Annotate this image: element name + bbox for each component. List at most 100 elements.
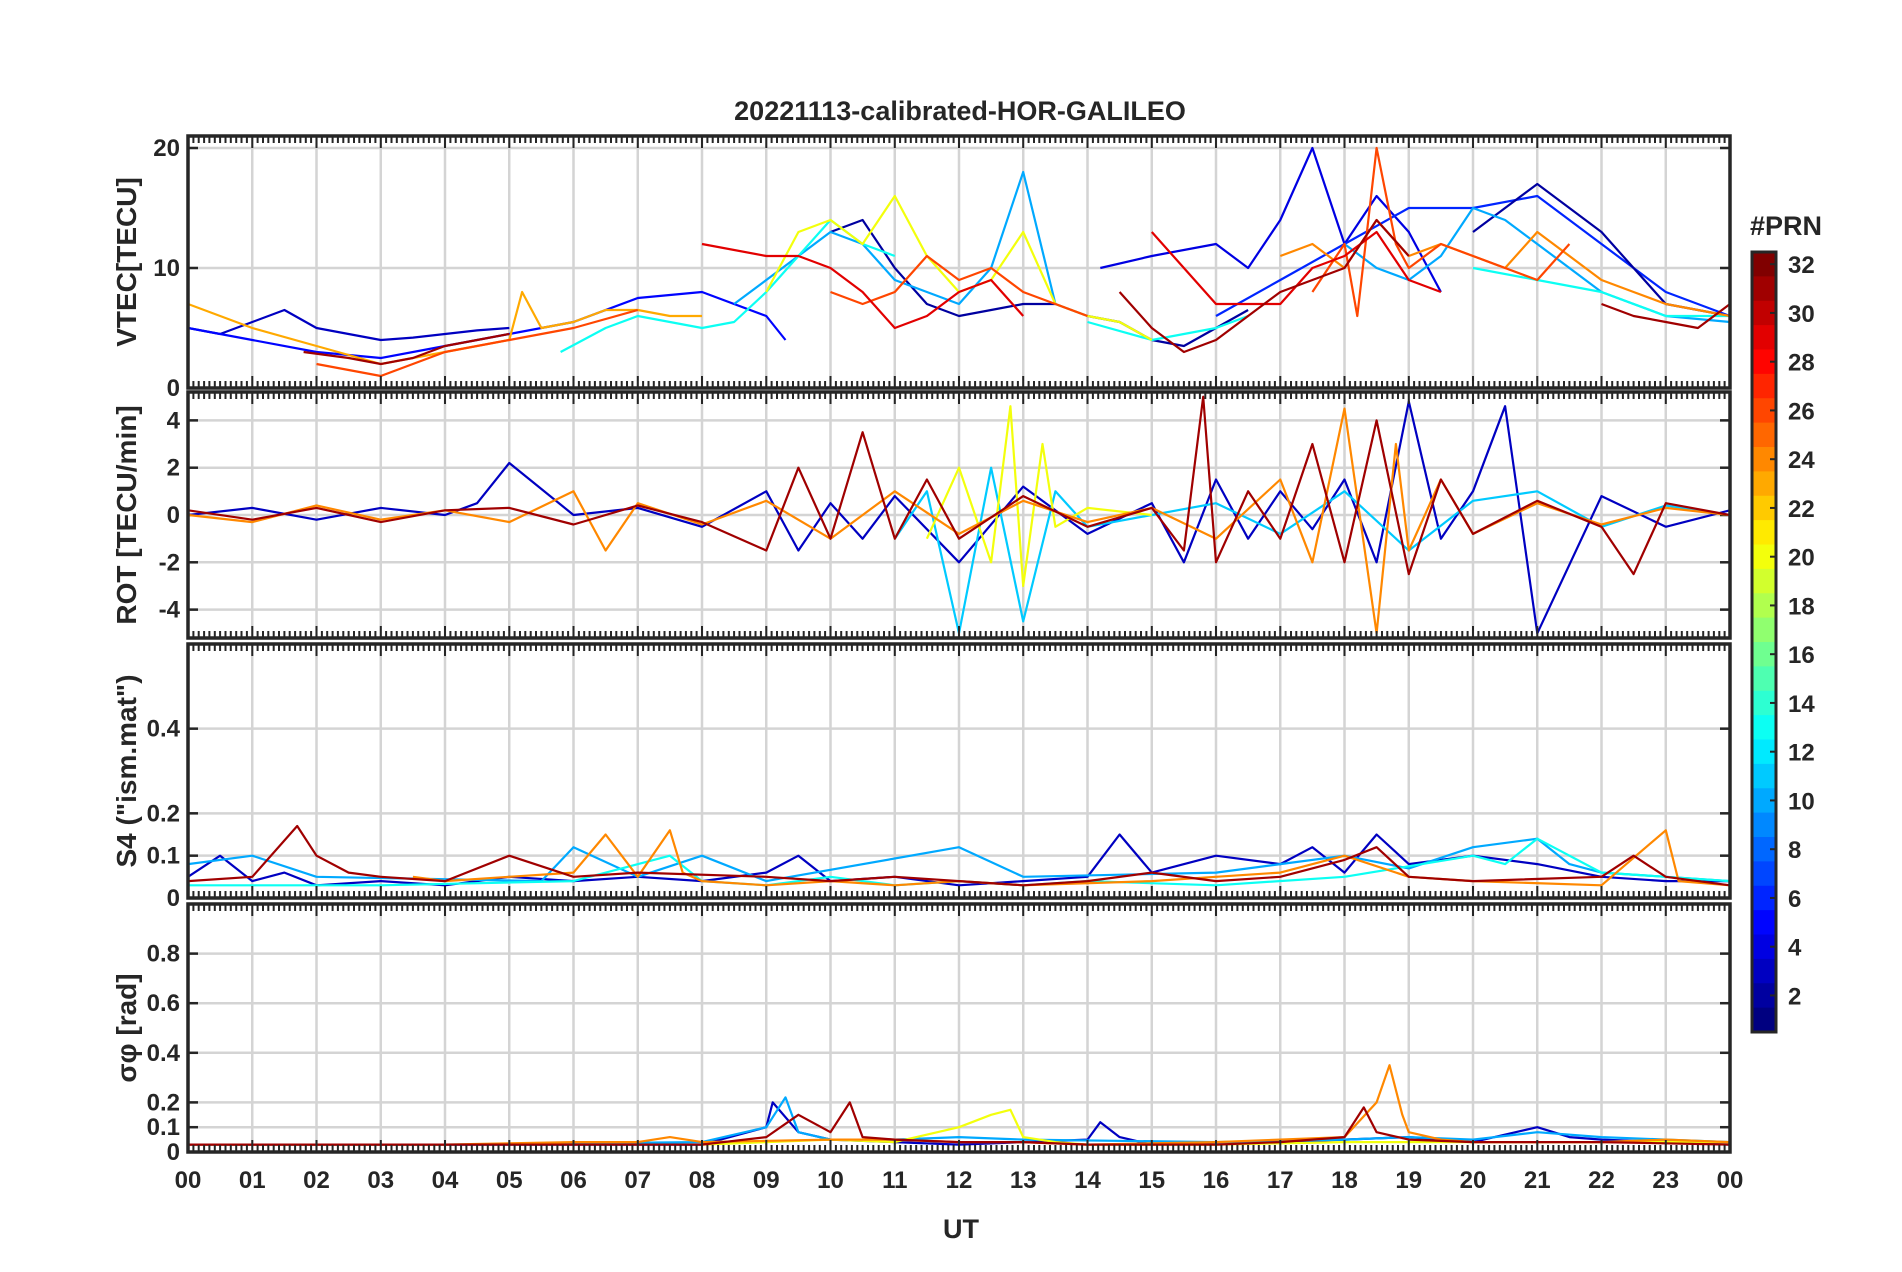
axes-frame-rot — [186, 390, 1732, 640]
colorbar-segment — [1752, 471, 1776, 497]
x-tick-label: 18 — [1331, 1167, 1358, 1194]
colorbar-tick-label: 22 — [1788, 496, 1815, 523]
series-line-prn-11 — [893, 466, 1730, 635]
colorbar-tick-label: 2 — [1788, 983, 1801, 1010]
x-tick-label: 05 — [496, 1167, 523, 1194]
x-tick-label: 14 — [1074, 1167, 1101, 1194]
colorbar-segment — [1752, 325, 1776, 351]
series-line-prn-26 — [316, 308, 639, 378]
colorbar-tick-label: 20 — [1788, 545, 1815, 572]
series-line-prn-2 — [1472, 182, 1730, 318]
y-axis-label-vtec: VTEC[TECU] — [111, 177, 142, 347]
colorbar-segment — [1752, 715, 1776, 741]
panel-sigma: 00.10.2 0.4 0.6 0.8σφ [rad] — [111, 902, 1732, 1166]
colorbar-segment — [1752, 1007, 1776, 1033]
y-axis-label-s4: S4 ("ism.mat") — [111, 674, 142, 867]
panel-rot: 4 2 0 -2 -4 ROT [TECU/min] — [111, 390, 1732, 640]
x-tick-label: 08 — [689, 1167, 716, 1194]
series-line-prn-26 — [830, 254, 1088, 318]
y-tick-label: -4 — [159, 597, 181, 624]
x-tick-label: 21 — [1524, 1167, 1551, 1194]
y-tick-label: -2 — [159, 549, 180, 576]
colorbar-segment — [1752, 812, 1776, 838]
x-tick-labels: 00 01 02 03 04 05 06 07 08 09 10 11 12 13 14 15 16 17 18 19… — [175, 1167, 1744, 1194]
x-tick-label: 17 — [1267, 1167, 1294, 1194]
series-group-rot — [188, 395, 1730, 635]
colorbar-tick-label: 18 — [1788, 593, 1815, 620]
y-tick-label: 0.1 — [147, 1114, 180, 1141]
y-tick-label: 0 — [167, 502, 180, 529]
series-group-vtec — [188, 146, 1730, 378]
x-tick-label: 06 — [560, 1167, 587, 1194]
series-line-prn-31 — [303, 332, 510, 366]
y-tick-label: 0.2 — [147, 800, 180, 827]
x-tick-label: 19 — [1395, 1167, 1422, 1194]
y-tick-label: 20 — [153, 135, 180, 162]
colorbar-frame — [1750, 250, 1778, 1034]
series-line-prn-2 — [830, 218, 1249, 348]
colorbar-tick-label: 10 — [1788, 788, 1815, 815]
y-axis-label-sigma: σφ [rad] — [111, 973, 142, 1082]
colorbar-segment — [1752, 861, 1776, 887]
x-tick-label: 12 — [946, 1167, 973, 1194]
y-tick-label: 4 — [167, 407, 181, 434]
colorbar-segment — [1752, 666, 1776, 692]
x-tick-label: 01 — [239, 1167, 266, 1194]
colorbar-tick-label: 24 — [1788, 447, 1815, 474]
colorbar-segment — [1752, 373, 1776, 399]
colorbar-tick-label: 4 — [1788, 935, 1802, 962]
colorbar-segment — [1752, 520, 1776, 546]
y-tick-label: 0.4 — [147, 716, 181, 743]
series-line-prn-29 — [701, 242, 1025, 330]
x-tick-label: 03 — [367, 1167, 394, 1194]
colorbar-tick-label: 32 — [1788, 252, 1815, 279]
series-line-prn-13 — [1472, 266, 1730, 318]
x-tick-label: 07 — [624, 1167, 651, 1194]
colorbar-segment — [1752, 568, 1776, 594]
y-tick-label: 0.4 — [147, 1040, 181, 1067]
x-tick-label: 20 — [1460, 1167, 1487, 1194]
x-axis-label: UT — [943, 1214, 979, 1244]
x-tick-label: 00 — [1717, 1167, 1744, 1194]
y-tick-label: 10 — [153, 255, 180, 282]
series-group-s4 — [188, 824, 1730, 887]
panel-vtec: 0 10 20 VTEC[TECU] — [111, 134, 1732, 402]
axes-frame-sigma — [186, 902, 1732, 1154]
y-tick-label: 0.1 — [147, 843, 180, 870]
x-tick-label: 13 — [1010, 1167, 1037, 1194]
colorbar-segment — [1752, 958, 1776, 984]
series-line-prn-13 — [1087, 314, 1249, 342]
series-line-prn-31 — [1601, 302, 1730, 330]
x-tick-label: 23 — [1652, 1167, 1679, 1194]
y-tick-label: 0.6 — [147, 990, 180, 1017]
series-line-prn-31 — [188, 824, 1730, 887]
y-tick-label: 0.2 — [147, 1089, 180, 1116]
x-tick-label: 09 — [753, 1167, 780, 1194]
x-tick-label: 02 — [303, 1167, 330, 1194]
axes-frame-s4 — [186, 642, 1732, 900]
y-tick-label: 0 — [167, 1139, 180, 1166]
series-line-prn-3 — [188, 308, 510, 342]
colorbar-tick-label: 28 — [1788, 350, 1815, 377]
series-line-prn-24 — [412, 829, 1730, 887]
series-line-prn-31 — [188, 395, 1730, 576]
y-tick-label: 0.8 — [147, 941, 180, 968]
colorbar-segment — [1752, 422, 1776, 448]
colorbar-segment — [1752, 910, 1776, 936]
axes-frame-vtec — [186, 134, 1732, 390]
colorbar-tick-label: 14 — [1788, 691, 1815, 718]
y-tick-label: 2 — [167, 455, 180, 482]
series-line-prn-20 — [925, 405, 1152, 588]
colorbar-tick-label: 6 — [1788, 886, 1801, 913]
series-line-prn-4 — [1100, 146, 1442, 293]
x-tick-label: 15 — [1138, 1167, 1165, 1194]
x-tick-label: 16 — [1203, 1167, 1230, 1194]
panel-s4: 0 0.1 0.2 0.4S4 ("ism.mat") — [111, 642, 1732, 912]
colorbar-tick-label: 26 — [1788, 398, 1815, 425]
chart-title: 20221113-calibrated-HOR-GALILEO — [734, 96, 1186, 126]
series-line-prn-31 — [1118, 218, 1410, 354]
colorbar-segment — [1752, 276, 1776, 302]
